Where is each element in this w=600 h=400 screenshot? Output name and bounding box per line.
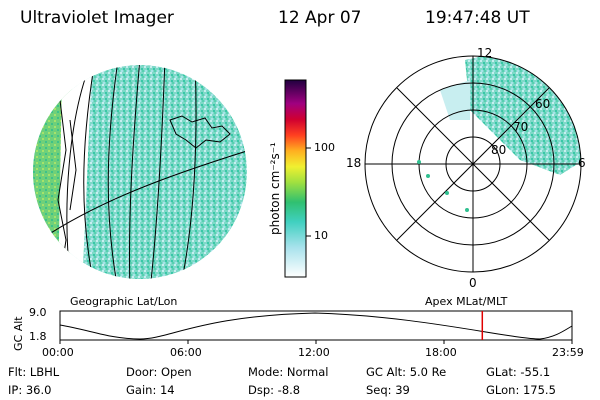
mlt-label-18: 18 — [346, 156, 362, 170]
time-label: 19:47:48 UT — [425, 8, 530, 28]
colorbar-tick-10: 10 — [314, 229, 328, 242]
mlat-label-70: 70 — [513, 120, 529, 134]
status-flt: Flt: LBHL — [8, 365, 60, 379]
colorbar — [284, 79, 307, 278]
altitude-tick-min: 1.8 — [29, 330, 47, 343]
status-glon: GLon: 175.5 — [486, 383, 556, 397]
time-tick-1800: 18:00 — [425, 346, 457, 359]
instrument-title: Ultraviolet Imager — [20, 8, 174, 28]
status-door: Door: Open — [126, 365, 192, 379]
time-tick-2359: 23:59 — [552, 346, 584, 359]
polar-plot — [364, 55, 582, 273]
geographic-label: Geographic Lat/Lon — [70, 295, 178, 308]
time-tick-0600: 06:00 — [170, 346, 202, 359]
status-seq: Seq: 39 — [366, 383, 410, 397]
earth-disc-image — [33, 65, 247, 279]
time-tick-0000: 00:00 — [42, 346, 74, 359]
mlat-label-60: 60 — [535, 97, 551, 111]
colorbar-unit-label: photon cm⁻²s⁻¹ — [268, 142, 282, 235]
status-gain: Gain: 14 — [126, 383, 175, 397]
mlt-label-0: 0 — [469, 276, 477, 290]
time-tick-1200: 12:00 — [298, 346, 330, 359]
altitude-tick-max: 9.0 — [29, 306, 47, 319]
status-gc-alt: GC Alt: 5.0 Re — [366, 365, 447, 379]
mlt-label-6: 6 — [578, 156, 586, 170]
mlat-label-80: 80 — [491, 143, 507, 157]
status-glat: GLat: -55.1 — [486, 365, 551, 379]
altitude-panel — [59, 310, 573, 344]
apex-label: Apex MLat/MLT — [425, 295, 508, 308]
mlt-label-12: 12 — [477, 46, 493, 60]
status-mode: Mode: Normal — [248, 365, 329, 379]
status-dsp: Dsp: -8.8 — [248, 383, 301, 397]
colorbar-tick-100: 100 — [314, 141, 335, 154]
date-label: 12 Apr 07 — [278, 8, 362, 28]
altitude-axis-label: GC Alt — [12, 316, 25, 351]
status-ip: IP: 36.0 — [8, 383, 52, 397]
